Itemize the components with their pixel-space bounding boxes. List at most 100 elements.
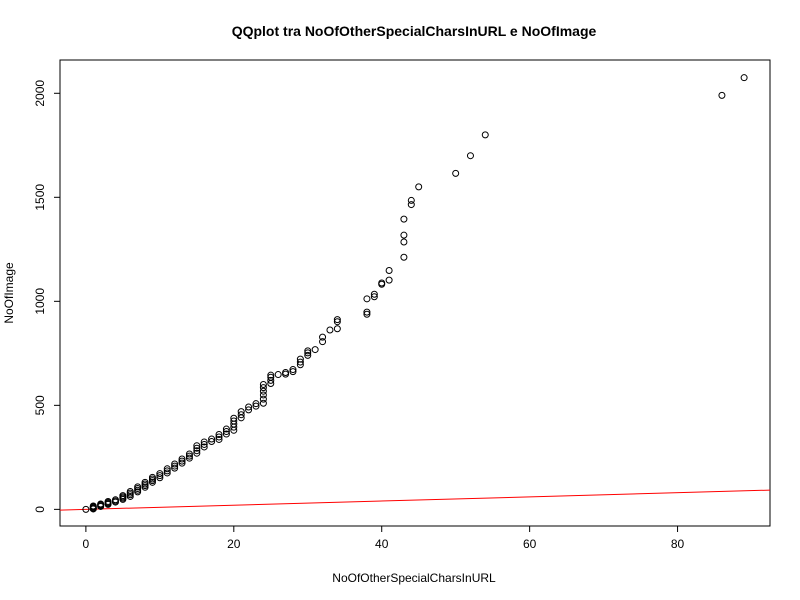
data-point	[163, 465, 171, 473]
data-point	[452, 169, 460, 177]
y-tick-label: 1500	[33, 184, 47, 211]
data-point	[296, 358, 304, 366]
data-point	[156, 474, 164, 482]
data-point	[289, 368, 297, 376]
data-point	[400, 238, 408, 246]
data-point	[185, 450, 193, 458]
data-point	[171, 464, 179, 472]
reference-line	[59, 489, 771, 511]
data-point	[740, 74, 748, 82]
data-point	[385, 276, 393, 284]
data-point	[259, 387, 267, 395]
data-point	[407, 201, 415, 209]
data-point	[252, 402, 260, 410]
data-point	[82, 505, 90, 513]
data-point	[259, 395, 267, 403]
data-point	[304, 347, 312, 355]
data-point	[148, 473, 156, 481]
data-point	[97, 500, 105, 508]
data-point	[215, 435, 223, 443]
data-point	[267, 371, 275, 379]
data-point	[193, 447, 201, 455]
data-point	[163, 469, 171, 477]
y-tick-label: 1000	[33, 288, 47, 315]
data-point	[193, 444, 201, 452]
data-point	[415, 183, 423, 191]
data-point	[111, 496, 119, 504]
plot-frame	[59, 59, 771, 527]
data-point	[178, 455, 186, 463]
y-axis-label: NoOfImage	[2, 262, 16, 324]
data-point	[363, 295, 371, 303]
data-point	[363, 308, 371, 316]
data-point	[163, 467, 171, 475]
data-point	[718, 91, 726, 99]
x-axis: 0 20 40 60 80	[83, 525, 685, 551]
data-point	[222, 430, 230, 438]
data-point	[304, 349, 312, 357]
data-point	[156, 472, 164, 480]
data-point	[363, 310, 371, 318]
data-point	[333, 325, 341, 333]
data-point	[89, 502, 97, 510]
data-point	[245, 403, 253, 411]
data-point	[296, 355, 304, 363]
data-point	[259, 381, 267, 389]
data-point	[156, 470, 164, 478]
data-point	[259, 399, 267, 407]
x-tick-label: 60	[523, 537, 537, 551]
data-point	[311, 346, 319, 354]
data-point	[267, 376, 275, 384]
data-point	[370, 290, 378, 298]
data-point	[104, 497, 112, 505]
data-point	[400, 253, 408, 261]
x-tick-label: 40	[375, 537, 389, 551]
data-point	[193, 442, 201, 450]
data-point	[466, 152, 474, 160]
data-point	[267, 373, 275, 381]
y-axis: 0 500 1000 1500 2000	[33, 80, 61, 513]
data-point	[319, 338, 327, 346]
data-point	[171, 462, 179, 470]
data-point	[481, 131, 489, 139]
data-point	[215, 430, 223, 438]
data-point	[237, 408, 245, 416]
data-point	[333, 318, 341, 326]
data-point	[400, 231, 408, 239]
data-point	[178, 457, 186, 465]
data-point	[200, 440, 208, 448]
data-point	[215, 433, 223, 441]
data-point	[134, 483, 142, 491]
data-point	[178, 459, 186, 467]
x-tick-label: 0	[83, 537, 90, 551]
data-point	[200, 443, 208, 451]
data-point	[222, 425, 230, 433]
data-point	[370, 293, 378, 301]
data-point	[126, 487, 134, 495]
chart-title: QQplot tra NoOfOtherSpecialCharsInURL e …	[232, 23, 597, 39]
y-tick-label: 0	[33, 506, 47, 513]
data-point	[326, 326, 334, 334]
data-point	[252, 400, 260, 408]
data-point	[237, 411, 245, 419]
data-point	[208, 438, 216, 446]
data-point	[208, 435, 216, 443]
data-point	[245, 406, 253, 414]
data-point	[141, 478, 149, 486]
data-point	[119, 492, 127, 500]
data-point	[185, 452, 193, 460]
data-point	[222, 428, 230, 436]
y-tick-label: 500	[33, 395, 47, 415]
data-point	[274, 371, 282, 379]
data-point	[259, 384, 267, 392]
data-point	[171, 460, 179, 468]
data-point	[304, 351, 312, 359]
data-point	[200, 438, 208, 446]
data-point	[400, 215, 408, 223]
data-point	[407, 196, 415, 204]
y-tick-label: 2000	[33, 80, 47, 107]
data-point	[378, 279, 386, 287]
data-point	[230, 414, 238, 422]
data-point	[282, 368, 290, 376]
data-point	[185, 454, 193, 462]
